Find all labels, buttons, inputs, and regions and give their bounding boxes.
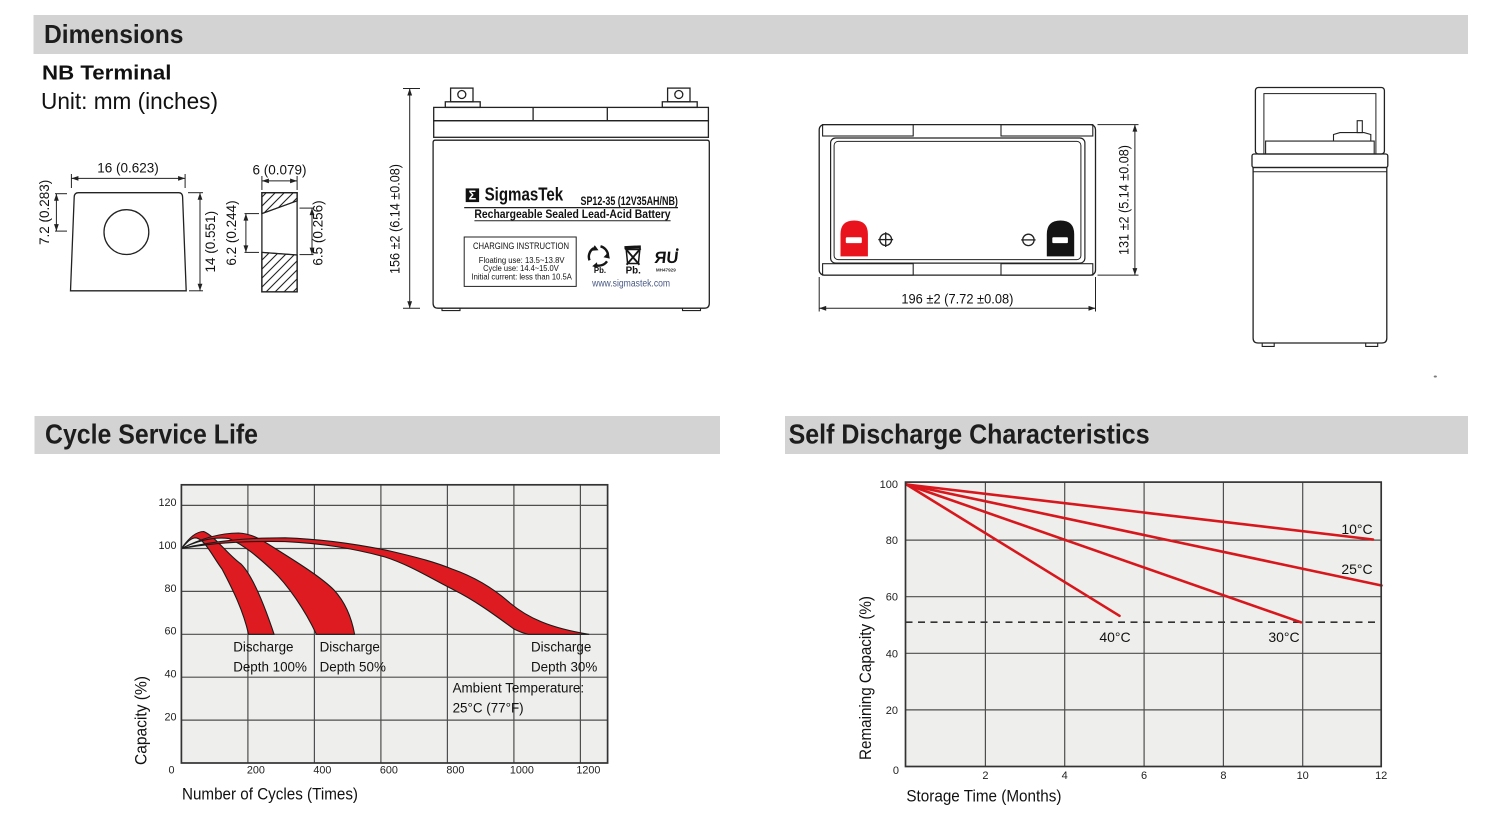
svg-text:6.2 (0.244): 6.2 (0.244): [224, 200, 239, 265]
svg-text:NB Terminal: NB Terminal: [42, 63, 172, 85]
svg-text:Floating use: 13.5~13.8V: Floating use: 13.5~13.8V: [479, 255, 565, 265]
svg-text:Depth 30%: Depth 30%: [531, 660, 597, 675]
svg-text:Cycle Service Life: Cycle Service Life: [45, 419, 258, 450]
svg-text:8: 8: [1220, 770, 1226, 782]
svg-text:CHARGING INSTRUCTION: CHARGING INSTRUCTION: [473, 241, 569, 251]
svg-text:120: 120: [158, 497, 176, 509]
svg-text:0: 0: [893, 765, 899, 777]
svg-text:6 (0.079): 6 (0.079): [252, 163, 306, 178]
svg-text:25°C: 25°C: [1341, 561, 1372, 577]
svg-text:60: 60: [164, 626, 176, 638]
svg-text:ЯU: ЯU: [654, 248, 680, 267]
svg-text:SP12-35 (12V35AH/NB): SP12-35 (12V35AH/NB): [581, 194, 678, 208]
svg-text:40: 40: [886, 648, 898, 660]
svg-text:14 (0.551): 14 (0.551): [203, 211, 218, 273]
svg-text:7.2 (0.283): 7.2 (0.283): [37, 180, 52, 245]
svg-text:Depth 100%: Depth 100%: [233, 660, 307, 675]
svg-text:156 ±2 (6.14 ±0.08): 156 ±2 (6.14 ±0.08): [388, 164, 403, 274]
svg-text:80: 80: [886, 535, 898, 547]
svg-text:Unit: mm (inches): Unit: mm (inches): [41, 88, 218, 114]
svg-text:Self Discharge Characteristics: Self Discharge Characteristics: [789, 419, 1150, 450]
svg-text:196 ±2 (7.72 ±0.08): 196 ±2 (7.72 ±0.08): [901, 292, 1013, 307]
svg-text:Discharge: Discharge: [233, 640, 293, 655]
svg-text:40°C: 40°C: [1099, 629, 1130, 645]
svg-text:20: 20: [886, 705, 898, 717]
svg-text:100: 100: [880, 479, 898, 491]
svg-text:80: 80: [164, 583, 176, 595]
svg-text:Number of Cycles (Times): Number of Cycles (Times): [182, 786, 358, 804]
svg-text:Discharge: Discharge: [531, 640, 591, 655]
svg-text:30°C: 30°C: [1268, 629, 1299, 645]
svg-text:SigmasTek: SigmasTek: [485, 184, 564, 204]
svg-text:4: 4: [1062, 770, 1068, 782]
svg-text:25°C (77°F): 25°C (77°F): [453, 701, 524, 716]
svg-text:6.5 (0.256): 6.5 (0.256): [311, 200, 326, 265]
svg-text:Ambient Temperature:: Ambient Temperature:: [453, 681, 584, 696]
svg-text:20: 20: [164, 712, 176, 724]
svg-text:12: 12: [1375, 770, 1387, 782]
svg-text:131 ±2 (5.14 ±0.08): 131 ±2 (5.14 ±0.08): [1116, 145, 1131, 255]
svg-text:600: 600: [380, 765, 398, 777]
svg-text:200: 200: [247, 765, 265, 777]
svg-text:16 (0.623): 16 (0.623): [97, 161, 159, 176]
svg-text:Dimensions: Dimensions: [44, 19, 184, 49]
svg-text:MH47929: MH47929: [656, 267, 676, 272]
svg-text:Pb.: Pb.: [626, 265, 642, 276]
svg-text:10°C: 10°C: [1341, 521, 1372, 537]
svg-text:40: 40: [164, 669, 176, 681]
svg-text:1200: 1200: [576, 765, 600, 777]
svg-text:www.sigmastek.com: www.sigmastek.com: [591, 278, 670, 289]
svg-text:800: 800: [446, 765, 464, 777]
svg-text:10: 10: [1297, 770, 1309, 782]
svg-text:1000: 1000: [510, 765, 534, 777]
svg-text:Initial current: less than 10.: Initial current: less than 10.5A: [472, 271, 572, 281]
svg-text:Pb.: Pb.: [594, 266, 606, 275]
svg-text:6: 6: [1141, 770, 1147, 782]
svg-text:100: 100: [158, 540, 176, 552]
svg-text:2: 2: [982, 770, 988, 782]
svg-text:0: 0: [168, 765, 174, 777]
svg-text:Discharge: Discharge: [320, 640, 380, 655]
svg-text:Cycle use: 14.4~15.0V: Cycle use: 14.4~15.0V: [483, 263, 559, 273]
svg-text:Depth 50%: Depth 50%: [320, 660, 386, 675]
svg-text:60: 60: [886, 592, 898, 604]
svg-text:Remaining Capacity (%): Remaining Capacity (%): [857, 596, 875, 760]
svg-text:Storage Time (Months): Storage Time (Months): [906, 788, 1061, 806]
svg-text:Rechargeable Sealed Lead-Acid: Rechargeable Sealed Lead-Acid Battery: [474, 207, 671, 221]
svg-text:Capacity (%): Capacity (%): [133, 676, 151, 765]
svg-text:Σ: Σ: [469, 189, 477, 203]
svg-text:400: 400: [313, 765, 331, 777]
